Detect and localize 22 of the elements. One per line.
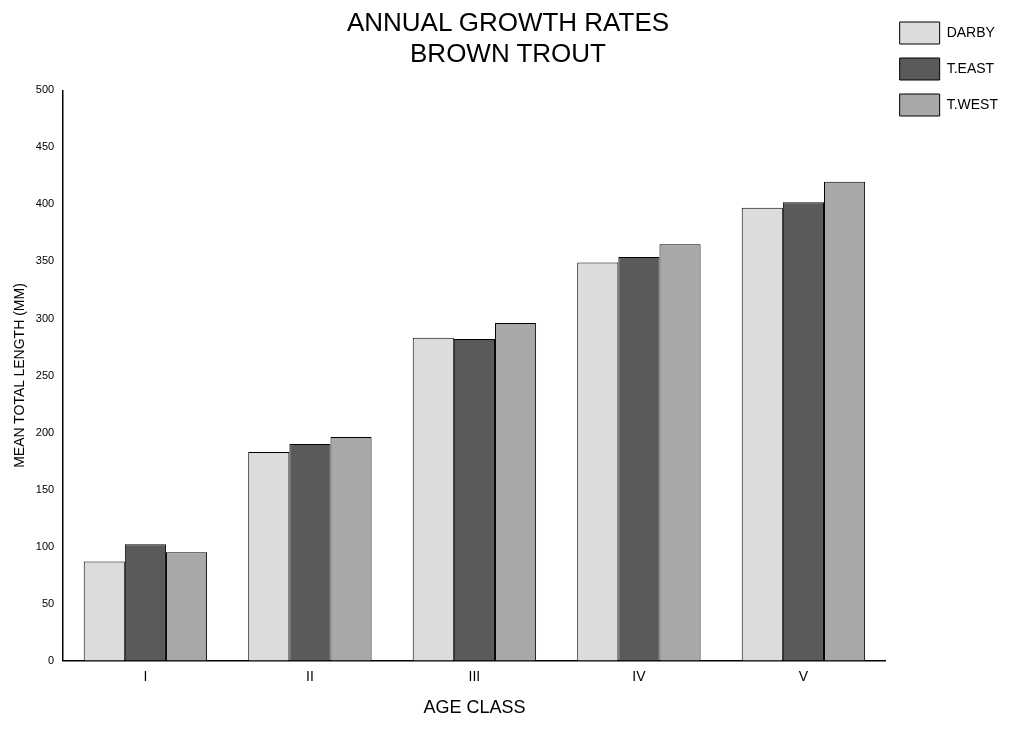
- x-axis-title: AGE CLASS: [423, 697, 526, 718]
- y-tick-label: 450: [35, 140, 55, 153]
- y-tick-label: 350: [35, 254, 55, 267]
- y-tick-label: 500: [35, 83, 55, 96]
- x-tick-label: II: [306, 667, 314, 684]
- legend-label: DARBY: [946, 23, 996, 40]
- y-tick-label: 50: [41, 596, 55, 609]
- y-tick-label: 400: [35, 197, 55, 210]
- x-tick-label: IV: [632, 667, 647, 684]
- y-tick-label: 150: [35, 482, 55, 495]
- legend-label: T.WEST: [946, 95, 999, 112]
- y-tick-label: 0: [48, 653, 55, 666]
- y-tick-label: 200: [35, 425, 55, 438]
- x-tick-label: I: [143, 667, 148, 684]
- y-tick-label: 300: [35, 311, 55, 324]
- y-tick-label: 100: [35, 539, 55, 552]
- legend-label: T.EAST: [946, 59, 995, 76]
- y-axis-title: MEAN TOTAL LENGTH (MM): [11, 283, 28, 468]
- chart-title: ANNUAL GROWTH RATES BROWN TROUT: [346, 6, 670, 68]
- x-tick-label: III: [468, 667, 481, 684]
- x-tick-label: V: [798, 667, 809, 684]
- y-tick-label: 250: [35, 368, 55, 381]
